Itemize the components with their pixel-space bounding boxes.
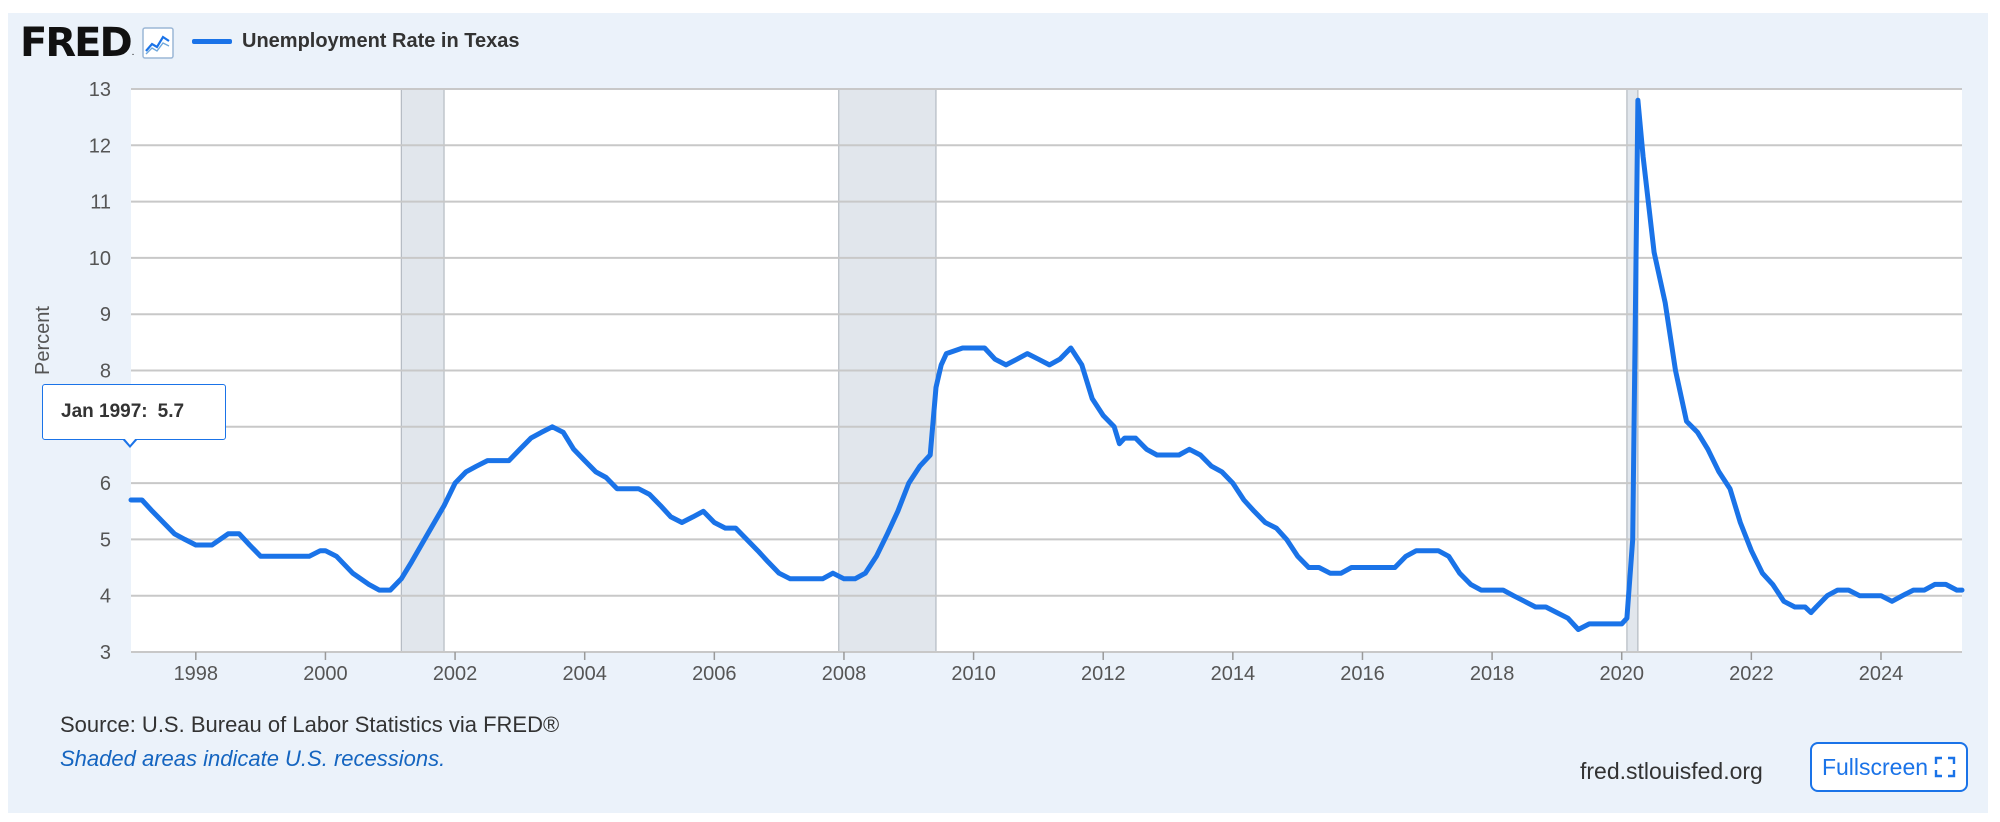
y-axis: 345678910111213 bbox=[89, 79, 111, 664]
x-tick-label: 2022 bbox=[1729, 663, 1774, 685]
source-note: Source: U.S. Bureau of Labor Statistics … bbox=[60, 712, 560, 737]
legend-label: Unemployment Rate in Texas bbox=[242, 30, 520, 52]
tooltip-pointer-fill bbox=[124, 438, 136, 445]
logo-mark: . bbox=[131, 47, 135, 58]
x-tick-label: 2024 bbox=[1859, 663, 1904, 685]
fullscreen-button[interactable]: Fullscreen bbox=[1810, 742, 1968, 792]
y-tick-label: 9 bbox=[100, 304, 111, 326]
x-tick-label: 2018 bbox=[1470, 663, 1515, 685]
x-tick-label: 2014 bbox=[1211, 663, 1256, 685]
chart-legend[interactable]: Unemployment Rate in Texas bbox=[192, 30, 519, 53]
x-tick-label: 1998 bbox=[174, 663, 219, 685]
y-tick-label: 4 bbox=[100, 586, 111, 608]
x-tick-label: 2000 bbox=[303, 663, 348, 685]
legend-swatch bbox=[192, 39, 232, 44]
x-tick-label: 2016 bbox=[1340, 663, 1385, 685]
x-tick-label: 2010 bbox=[951, 663, 996, 685]
y-axis-label: Percent bbox=[32, 306, 54, 375]
tooltip: Jan 1997: 5.7 bbox=[42, 384, 226, 440]
y-tick-label: 10 bbox=[89, 248, 111, 270]
y-tick-label: 3 bbox=[100, 642, 111, 664]
x-axis: 1998 2000 2002 2004 2006 2008 2010 2012 2014 2016… bbox=[174, 652, 1904, 685]
x-tick-label: 2020 bbox=[1599, 663, 1644, 685]
series-line-unemployment-rate[interactable] bbox=[128, 97, 1965, 632]
site-link[interactable]: fred.stlouisfed.org bbox=[1580, 758, 1763, 784]
x-tick-label: 2008 bbox=[822, 663, 867, 685]
graph-icon bbox=[142, 27, 175, 59]
y-tick-label: 8 bbox=[100, 361, 111, 383]
tooltip-value: 5.7 bbox=[157, 401, 185, 422]
logo-text: FRED bbox=[20, 20, 133, 66]
x-tick-label: 2006 bbox=[692, 663, 737, 685]
fullscreen-label: Fullscreen bbox=[1821, 753, 1929, 780]
gridlines bbox=[131, 88, 1962, 653]
y-tick-label: 6 bbox=[100, 473, 111, 495]
x-tick-label: 2012 bbox=[1081, 663, 1126, 685]
y-tick-label: 5 bbox=[100, 529, 111, 551]
x-tick-label: 2004 bbox=[562, 663, 607, 685]
fullscreen-icon bbox=[1934, 756, 1956, 778]
fred-logo[interactable]: FRED . bbox=[20, 20, 175, 66]
tooltip-date: Jan 1997: bbox=[61, 401, 148, 422]
y-tick-label: 12 bbox=[89, 135, 111, 157]
y-tick-label: 13 bbox=[89, 79, 111, 101]
y-tick-label: 11 bbox=[90, 192, 111, 214]
x-tick-label: 2002 bbox=[433, 663, 478, 685]
recession-note: Shaded areas indicate U.S. recessions. bbox=[60, 746, 446, 771]
